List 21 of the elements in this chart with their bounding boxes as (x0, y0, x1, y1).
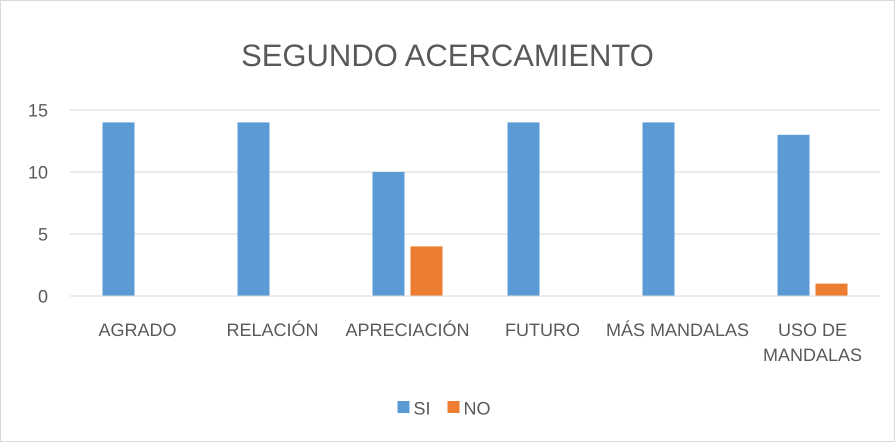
legend-label: NO (464, 398, 490, 418)
x-tick-label: AGRADO (98, 320, 177, 340)
bar (778, 134, 810, 296)
bar (642, 122, 674, 296)
x-tick-label: USO DE MANDALAS (762, 320, 862, 365)
bar (508, 122, 540, 296)
bar (410, 246, 442, 296)
y-tick-label: 0 (38, 286, 48, 306)
x-tick-label: APRECIACIÓN (345, 320, 470, 340)
chart-title: SEGUNDO ACERCAMIENTO (241, 38, 654, 73)
bar (816, 284, 848, 296)
y-tick-label: 10 (28, 162, 48, 182)
legend-label: SI (414, 398, 431, 418)
x-tick-label: RELACIÓN (226, 320, 319, 340)
x-tick-label: FUTURO (505, 320, 580, 340)
y-tick-label: 5 (38, 224, 48, 244)
bar (372, 172, 404, 296)
bar (102, 122, 134, 296)
x-tick-label: MÁS MANDALAS (606, 320, 750, 340)
bar (238, 122, 270, 296)
y-tick-label: 15 (28, 100, 48, 120)
